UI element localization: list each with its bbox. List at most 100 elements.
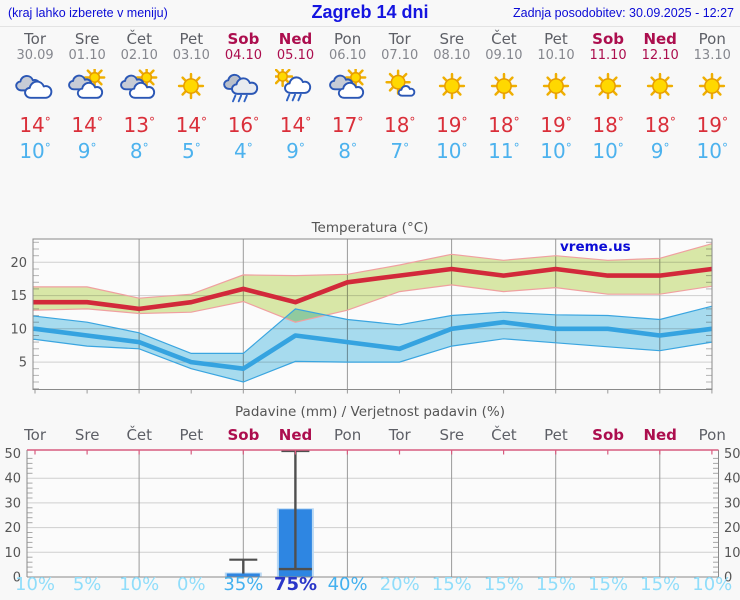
precip-day-label: Pet (179, 426, 204, 444)
day-name: Čet (126, 30, 153, 48)
watermark: vreme.us (560, 239, 631, 255)
precip-probability: 15% (535, 574, 576, 595)
day-column[interactable]: Pon 06.10 17° 8° (322, 31, 374, 165)
day-date: 10.10 (537, 48, 575, 63)
high-temp: 18° (592, 113, 624, 137)
day-name: Tor (24, 30, 47, 48)
high-temp: 14° (71, 113, 103, 137)
day-column[interactable]: Pet 10.10 19° 10° (530, 31, 582, 165)
precip-probability: 15% (588, 574, 629, 595)
day-column[interactable]: Sob 11.10 18° 10° (582, 31, 634, 165)
sun-rain-icon (269, 64, 321, 112)
high-temp: 19° (696, 113, 728, 137)
day-date: 13.10 (693, 48, 731, 63)
day-column[interactable]: Ned 05.10 14° 9° (269, 31, 321, 165)
svg-text:40: 40 (4, 472, 21, 487)
sunny-icon (165, 64, 217, 112)
header-divider (0, 26, 740, 27)
low-temp: 9° (650, 139, 670, 163)
precip-day-label: Sre (439, 426, 465, 444)
day-date: 12.10 (641, 48, 679, 63)
precip-day-label: Pon (698, 426, 726, 444)
day-name: Pon (334, 30, 362, 48)
sunny-icon (426, 64, 478, 112)
day-name: Sob (227, 30, 260, 48)
day-column[interactable]: Tor 07.10 18° 7° (374, 31, 426, 165)
day-name: Ned (643, 30, 677, 48)
day-name: Tor (388, 30, 411, 48)
day-date: 08.10 (433, 48, 471, 63)
sunny-icon (530, 64, 582, 112)
svg-text:0: 0 (13, 571, 21, 586)
day-column[interactable]: Čet 02.10 13° 8° (113, 31, 165, 165)
day-column[interactable]: Čet 09.10 18° 11° (478, 31, 530, 165)
svg-text:0: 0 (724, 571, 732, 586)
precip-day-label: Sre (74, 426, 100, 444)
precipitation-chart-title: Padavine (mm) / Verjetnost padavin (%) (235, 404, 505, 420)
precip-day-label: Pet (544, 426, 568, 444)
day-name: Ned (278, 30, 313, 48)
rain-icon (217, 64, 269, 112)
sunny-icon (634, 64, 686, 112)
precip-probability: 10% (119, 574, 160, 595)
precip-day-label: Tor (388, 426, 411, 444)
precipitation-probability-row: 10% 5% 10% 0% 35% 75% 40% 20% 15% 15% 15% 15% 15% 10% (9, 574, 739, 595)
low-temp: 10° (19, 139, 51, 163)
daily-forecast-strip: Tor 30.09 14° 10° Sre 01.10 14° 9° Čet 0… (9, 31, 739, 165)
high-temp: 14° (19, 113, 51, 137)
day-date: 06.10 (329, 48, 367, 63)
day-name: Pet (179, 30, 204, 48)
day-date: 04.10 (224, 48, 263, 63)
page-title: Zagreb 14 dni (311, 2, 429, 22)
high-temp: 19° (436, 113, 468, 137)
precipitation-day-labels: Tor Sre Čet Pet Sob Ned Pon Tor Sre Čet Pet Sob Ned P… (9, 426, 739, 444)
low-temp: 4° (234, 139, 253, 163)
low-temp: 7° (390, 139, 410, 163)
precip-probability: 10% (15, 574, 56, 595)
low-temp: 10° (592, 139, 624, 163)
location-menu-hint: (kraj lahko izberete v meniju) (8, 6, 168, 20)
day-name: Sre (439, 30, 465, 48)
day-name: Čet (491, 30, 517, 48)
day-column[interactable]: Ned 12.10 18° 9° (634, 31, 686, 165)
svg-text:20: 20 (724, 521, 740, 536)
precip-probability: 5% (72, 574, 102, 595)
svg-text:50: 50 (4, 448, 21, 462)
low-temp: 11° (488, 139, 520, 163)
precipitation-chart: 0 0 10 10 20 20 30 30 40 40 50 50 (4, 448, 740, 586)
precip-probability: 0% (177, 574, 206, 595)
precip-day-label: Ned (278, 426, 313, 444)
svg-text:20: 20 (10, 256, 27, 271)
cloudy-icon (9, 64, 61, 112)
day-name: Pon (698, 30, 726, 48)
precip-probability: 15% (431, 574, 472, 595)
day-column[interactable]: Sob 04.10 16° 4° (217, 31, 269, 165)
low-temp: 9° (77, 139, 97, 163)
svg-text:40: 40 (724, 472, 740, 487)
low-temp: 9° (286, 139, 305, 163)
precip-probability: 40% (327, 574, 368, 595)
svg-text:50: 50 (724, 448, 740, 462)
svg-text:10: 10 (724, 546, 740, 561)
day-column[interactable]: Sre 08.10 19° 10° (426, 31, 478, 165)
low-temp: 10° (696, 139, 728, 163)
precip-probability: 75% (273, 574, 318, 595)
sun-small-cloud-icon (374, 64, 426, 112)
precip-day-label: Čet (491, 426, 517, 444)
sun-clouds-icon (322, 64, 374, 112)
day-column[interactable]: Pet 03.10 14° 5° (165, 31, 217, 165)
day-date: 09.10 (485, 48, 523, 63)
low-temp: 8° (338, 139, 357, 163)
day-column[interactable]: Tor 30.09 14° 10° (9, 31, 61, 165)
high-temp: 17° (331, 113, 364, 137)
precip-day-label: Ned (643, 426, 677, 444)
temperature-chart: 5 10 15 20 vreme.us (10, 238, 715, 394)
high-temp: 16° (227, 113, 260, 137)
precip-probability: 20% (379, 574, 420, 595)
day-column[interactable]: Pon 13.10 19° 10° (686, 31, 738, 165)
sun-clouds-icon (61, 64, 113, 112)
svg-text:10: 10 (4, 546, 21, 561)
day-column[interactable]: Sre 01.10 14° 9° (61, 31, 113, 165)
precip-probability: 15% (640, 574, 681, 595)
